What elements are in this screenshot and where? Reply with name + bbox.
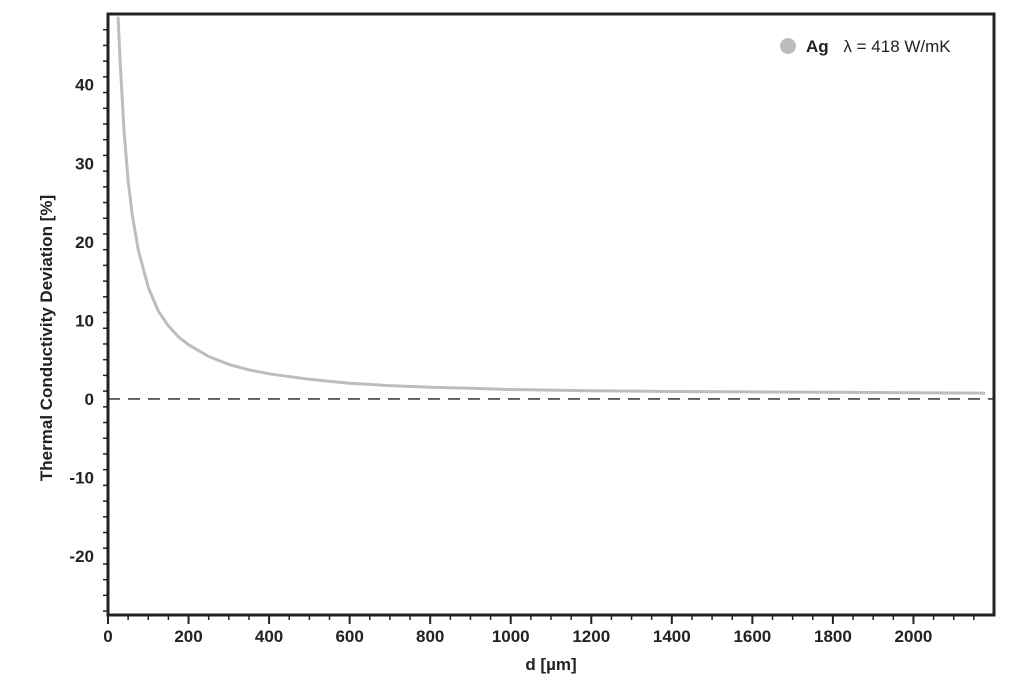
- y-tick-label: 10: [75, 311, 94, 330]
- series-line: [116, 16, 986, 395]
- x-tick-label: 2000: [895, 627, 933, 646]
- y-tick-label: -10: [69, 469, 94, 488]
- y-tick-label: 0: [85, 390, 94, 409]
- y-axis-title: Thermal Conductivity Deviation [%]: [37, 195, 56, 481]
- x-tick-label: 400: [255, 627, 283, 646]
- legend: Ag λ = 418 W/mK: [780, 37, 951, 56]
- x-tick-label: 1600: [733, 627, 771, 646]
- ticks-layer: [103, 28, 975, 624]
- x-tick-label: 600: [335, 627, 363, 646]
- x-tick-label: 1400: [653, 627, 691, 646]
- x-tick-label: 1000: [492, 627, 530, 646]
- y-tick-label: 30: [75, 154, 94, 173]
- legend-marker: [780, 38, 796, 54]
- x-tick-label: 1800: [814, 627, 852, 646]
- labels-layer: 0 200 400 600 800 1000 1200 1400 1600 1800 2000-20…: [69, 76, 932, 646]
- series-layer: [116, 16, 986, 395]
- x-axis-title: d [µm]: [525, 655, 576, 674]
- x-tick-label: 1200: [572, 627, 610, 646]
- svg-text:Ag λ = 418 W/mK: Ag λ = 418 W/mK: [806, 37, 951, 56]
- y-tick-label: 40: [75, 76, 94, 95]
- x-tick-label: 800: [416, 627, 444, 646]
- legend-series-name: Ag: [806, 37, 829, 56]
- y-tick-label: 20: [75, 233, 94, 252]
- y-tick-label: -20: [69, 547, 94, 566]
- x-tick-label: 0: [103, 627, 112, 646]
- legend-text: λ = 418 W/mK: [843, 37, 951, 56]
- x-tick-label: 200: [174, 627, 202, 646]
- plot-frame: [106, 12, 996, 617]
